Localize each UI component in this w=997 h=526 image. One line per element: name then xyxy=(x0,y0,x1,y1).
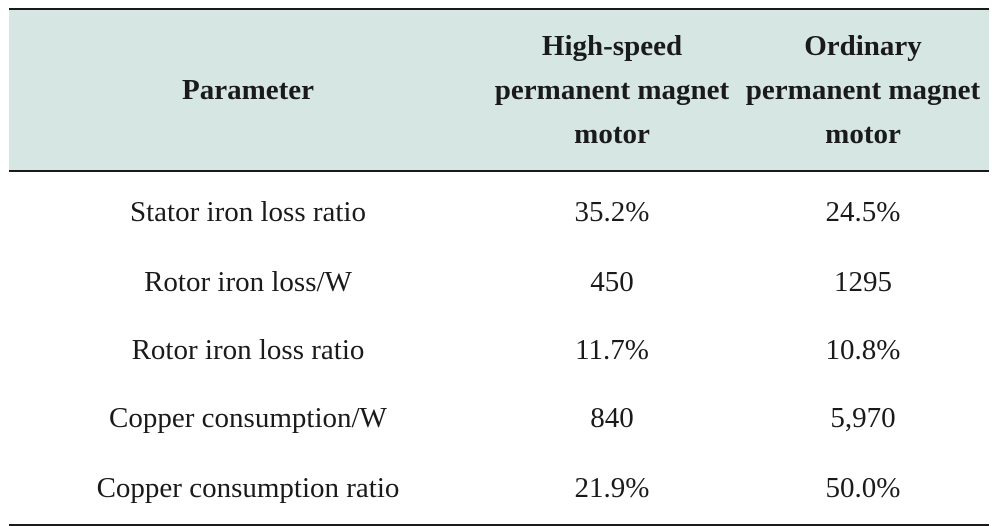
header-parameter: Parameter xyxy=(9,8,487,172)
table-row: Rotor iron loss/W 450 1295 xyxy=(9,248,989,316)
header-high-speed-motor: High-speed permanent magnet motor xyxy=(487,8,737,172)
cell-parameter: Copper consumption ratio xyxy=(9,452,487,526)
cell-high-speed: 840 xyxy=(590,401,634,434)
cell-ordinary: 1295 xyxy=(834,265,892,298)
cell-parameter: Copper consumption/W xyxy=(109,401,387,434)
cell-high-speed: 35.2% xyxy=(574,195,650,228)
cell-parameter: Rotor iron loss ratio xyxy=(131,333,365,366)
table-row: Stator iron loss ratio 35.2% 24.5% xyxy=(9,171,989,248)
table-row: Copper consumption/W 840 5,970 xyxy=(9,384,989,452)
table-container: Parameter High-speed permanent magnet mo… xyxy=(9,8,989,526)
header-row: Parameter High-speed permanent magnet mo… xyxy=(9,8,989,172)
cell-parameter: Stator iron loss ratio xyxy=(129,195,366,228)
header-ordinary-motor: Ordinary permanent magnet motor xyxy=(737,8,989,172)
table-row: Copper consumption ratio 21.9% 50.0% xyxy=(9,452,989,526)
data-table: Parameter High-speed permanent magnet mo… xyxy=(9,8,989,526)
table-row: Rotor iron loss ratio 11.7% 10.8% xyxy=(9,316,989,384)
table-header: Parameter High-speed permanent magnet mo… xyxy=(9,8,989,172)
cell-parameter: Rotor iron loss/W xyxy=(144,265,352,298)
cell-ordinary: 10.8% xyxy=(825,333,901,366)
cell-high-speed: 21.9% xyxy=(487,452,737,526)
cell-high-speed: 11.7% xyxy=(575,333,649,366)
cell-ordinary: 24.5% xyxy=(825,195,901,228)
cell-high-speed: 450 xyxy=(590,265,634,298)
table-body: Stator iron loss ratio 35.2% 24.5% Rotor… xyxy=(9,171,989,526)
cell-ordinary: 50.0% xyxy=(737,452,989,526)
cell-ordinary: 5,970 xyxy=(830,401,896,434)
